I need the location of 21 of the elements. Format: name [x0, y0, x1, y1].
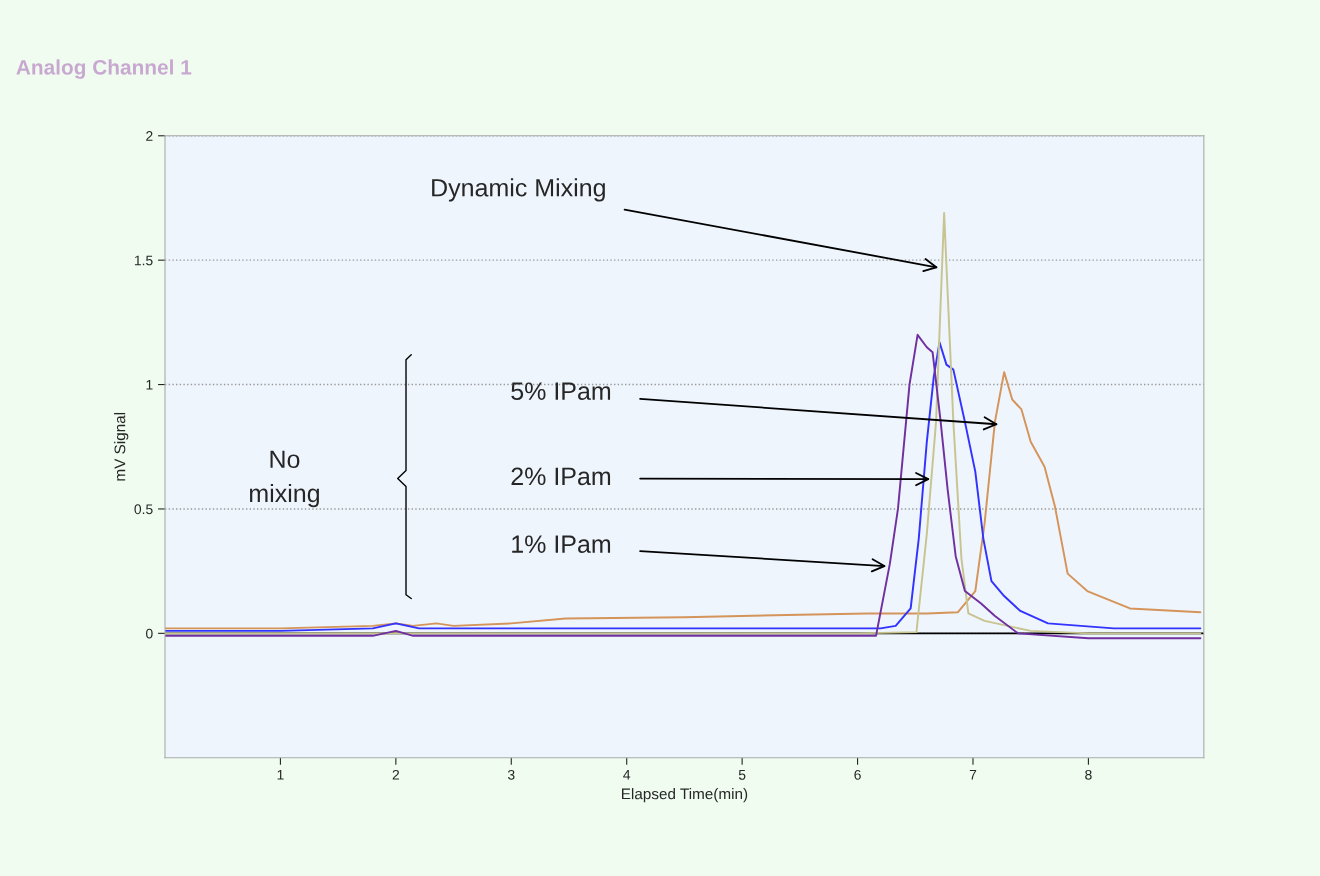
y-tick-label: 1	[146, 380, 153, 390]
chart-title: Analog Channel 1	[16, 59, 192, 79]
y-tick-label: 0.5	[134, 504, 153, 515]
x-axis-title: Elapsed Time(min)	[622, 788, 748, 803]
x-tick-label: 4	[623, 770, 631, 780]
x-tick-label: 8	[1085, 769, 1092, 780]
x-tick-label: 3	[507, 769, 515, 780]
x-tick-label: 5	[738, 770, 746, 780]
x-tick-label: 2	[392, 769, 400, 780]
annotation: 1% IPam	[512, 535, 611, 553]
annotation: 5% IPam	[511, 382, 611, 400]
x-tick-label: 6	[854, 769, 861, 780]
y-tick-label: 1.5	[134, 255, 153, 266]
annotation: 2% IPam	[511, 467, 611, 486]
y-tick-label: 2	[146, 131, 153, 141]
annotation: No mixing	[250, 450, 319, 508]
y-tick-label: 0	[146, 628, 153, 639]
x-tick-label: 7	[969, 770, 977, 780]
x-tick-label: 1	[277, 770, 284, 780]
y-axis-title: mV Signal	[114, 412, 129, 481]
annotation: Dynamic Mixing	[432, 178, 605, 202]
